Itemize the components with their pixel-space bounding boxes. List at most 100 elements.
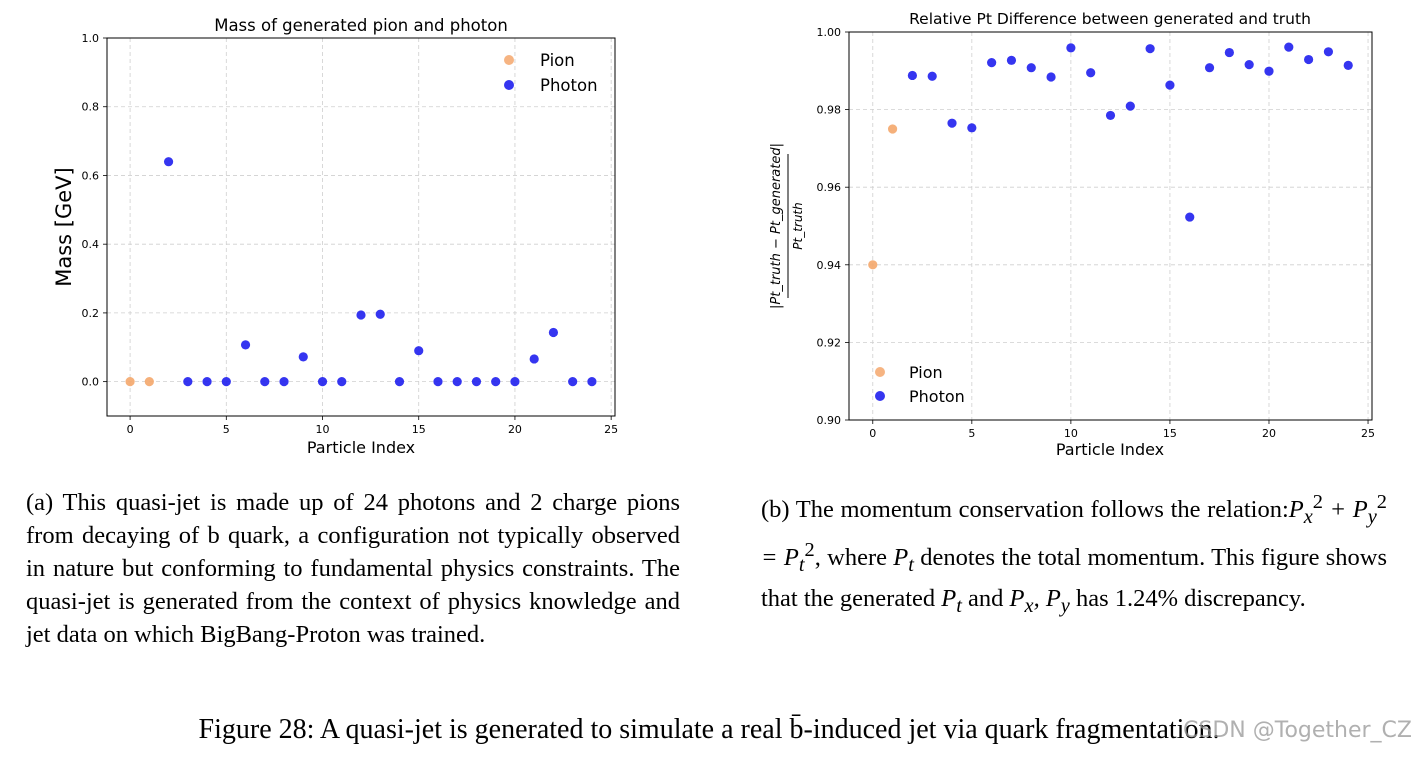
chart-a-ytick-label: 0.8 [82,101,100,114]
chart-a-ytick-label: 0.2 [82,307,100,320]
symbol-pt: Pt [893,544,914,577]
point-photon [260,377,270,387]
point-photon [202,377,212,387]
point-photon [491,377,501,387]
point-photon [452,377,462,387]
point-photon [414,346,424,356]
point-photon [356,310,366,320]
chart-a-xtick-label: 20 [508,423,522,436]
point-photon [337,377,347,387]
point-photon [1224,47,1234,58]
point-pion [887,124,898,134]
equation-momentum: Px2 + Py2 = Pt2 [761,491,1387,577]
symbol-pt-2: Pt [941,585,962,617]
point-photon [987,58,997,68]
caption-b-text-5: has 1.24% discrepancy. [1075,585,1306,613]
chart-a-gridlines [107,37,615,416]
chart-b-ytick-label: 1.00 [817,26,842,39]
watermark: CSDN @Together_CZ [1183,718,1412,743]
point-photon [298,352,308,362]
point-photon [394,377,405,387]
legend-photon-label: Photon [540,76,598,95]
point-photon [927,71,937,81]
point-photon [317,377,328,387]
caption-b-text-2: , where [814,544,887,572]
point-photon [1066,43,1076,53]
chart-a-points [125,157,597,387]
chart-a-ytick-label: 1.0 [82,32,100,45]
legend-b-photon-label: Photon [909,387,965,406]
chart-b-ylabel-denominator: Pt_truth [791,202,805,250]
point-photon [587,377,597,387]
point-photon [568,377,578,387]
point-photon [947,118,957,128]
pt-difference-chart: Relative Pt Difference between generated… [769,10,1375,459]
point-photon [1026,63,1036,73]
point-photon [1264,66,1274,76]
point-pion [868,260,878,270]
point-photon [471,377,482,387]
legend-b-pion-marker [875,367,885,377]
chart-a-title: Mass of generated pion and photon [214,16,508,35]
point-pion [125,377,135,387]
chart-b-xtick-label: 25 [1361,427,1375,440]
point-photon [967,123,977,133]
legend-pion-marker [504,55,514,65]
chart-a-legend: Pion Photon [504,51,598,95]
chart-b-legend: Pion Photon [875,363,965,406]
point-photon [529,354,539,364]
point-photon [1165,80,1175,90]
chart-b-yticks: 0.90 0.92 0.94 0.96 0.98 1.00 [817,26,849,427]
point-photon [375,309,385,319]
subfigure-a-caption: (a) This quasi-jet is made up of 24 phot… [26,489,680,648]
point-photon [240,340,251,350]
point-photon [1046,72,1056,82]
chart-b-ytick-label: 0.96 [817,181,842,194]
chart-b-xlabel: Particle Index [1056,440,1164,459]
point-photon [1244,59,1254,70]
chart-b-plot-frame [848,31,1373,421]
chart-a-ylabel: Mass [GeV] [52,167,76,287]
point-photon [1125,101,1135,111]
legend-photon-marker [504,80,514,90]
chart-b-xtick-label: 15 [1163,427,1177,440]
point-photon [510,377,520,387]
chart-b-ytick-label: 0.90 [817,414,842,427]
chart-a-ytick-label: 0.4 [82,238,100,251]
chart-a-xtick-label: 10 [316,423,330,436]
point-photon [1304,54,1314,65]
caption-b-text-1: (b) The momentum conservation follows th… [761,496,1289,524]
chart-a-ytick-label: 0.0 [82,376,100,389]
chart-b-points [868,42,1353,270]
mass-chart: Mass of generated pion and photon 0 5 10 15… [52,16,618,457]
chart-b-ytick-label: 0.92 [817,336,842,349]
chart-a-xtick-label: 0 [127,423,134,436]
point-photon [1105,110,1116,121]
chart-a-xtick-label: 15 [412,423,426,436]
subfigure-b-caption: (b) The momentum conservation follows th… [761,486,1387,623]
chart-a-xlabel: Particle Index [307,438,415,457]
point-photon [1204,63,1215,73]
point-photon [1086,68,1096,78]
point-photon [1145,44,1155,54]
point-photon [279,377,289,387]
point-pion [144,377,154,387]
chart-a-plot-frame [106,37,616,417]
chart-b-ylabel: |Pt_truth − Pt_generated| Pt_truth [769,143,805,309]
chart-b-ytick-label: 0.98 [817,104,842,117]
chart-b-xticks: 0 5 10 15 20 25 [869,420,1375,440]
chart-a-xtick-label: 5 [223,423,230,436]
chart-a-xtick-label: 25 [604,423,618,436]
chart-b-xtick-label: 20 [1262,427,1276,440]
chart-b-ylabel-numerator: |Pt_truth − Pt_generated| [769,143,784,309]
point-photon [1006,55,1017,65]
chart-b-ytick-label: 0.94 [817,259,842,272]
point-photon [1323,47,1334,57]
legend-b-photon-marker [875,391,885,401]
symbol-px-py: Px, Py [1009,585,1070,617]
point-photon [221,377,231,387]
point-photon [433,377,443,387]
figure-caption: Figure 28: A quasi-jet is generated to s… [198,714,1220,745]
chart-b-gridlines [849,31,1372,421]
chart-a-yticks: 0.0 0.2 0.4 0.6 0.8 1.0 [82,32,107,389]
